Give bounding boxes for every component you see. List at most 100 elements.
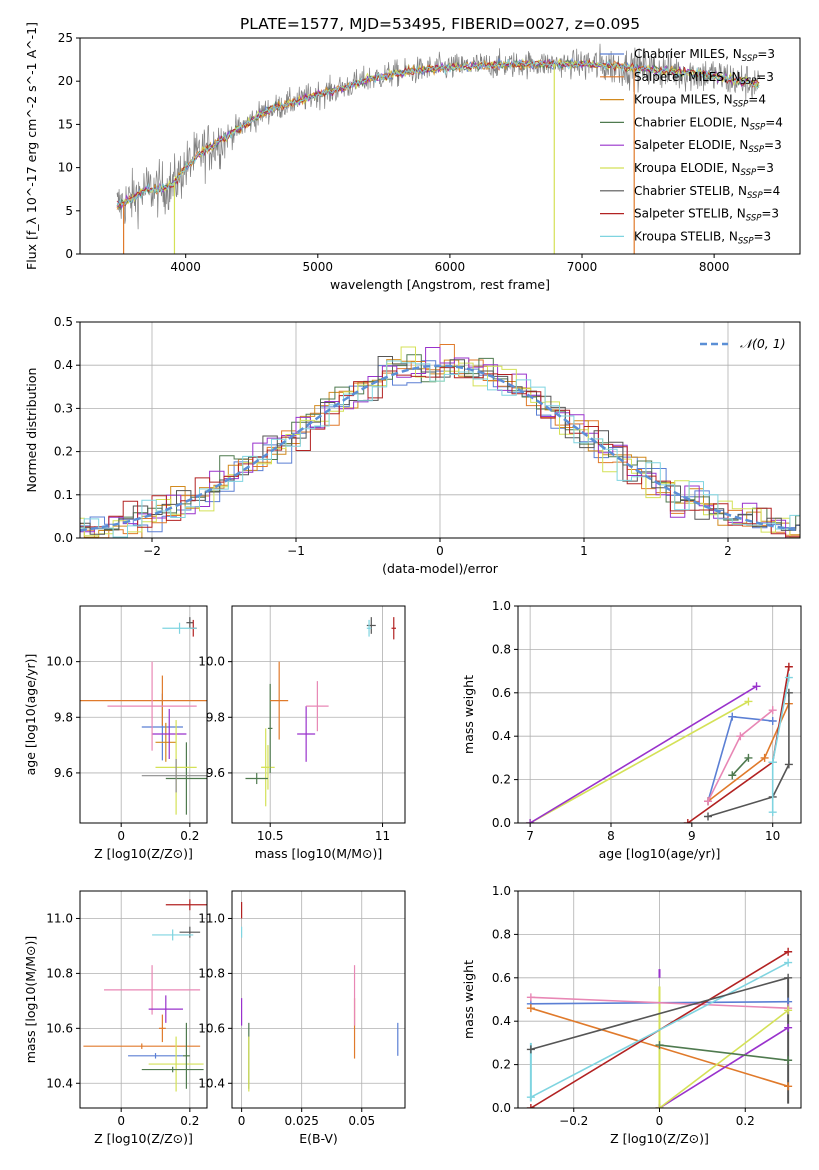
weight-point — [760, 753, 769, 762]
weight-point — [784, 947, 793, 956]
mass-vs-EBV-xtick-label: 0.025 — [285, 1114, 319, 1128]
massweight-vs-age-xtick-label: 10 — [765, 829, 780, 843]
residuals-xtick-label: −1 — [287, 544, 305, 558]
legend-label-gaussian: 𝒩(0, 1) — [740, 336, 786, 351]
massweight-vs-age-axes: 7 8 9 10 0.0 0.2 0.4 0.6 0.8 1.0 age [log10(age/yr… — [461, 599, 802, 861]
spectrum-xlabel: wavelength [Angstrom, rest frame] — [330, 277, 550, 292]
spectrum-xtick-label: 7000 — [567, 260, 598, 274]
weight-point — [784, 1082, 793, 1091]
weight-point — [784, 958, 793, 967]
weight-point — [728, 771, 737, 780]
spectrum-legend: Chabrier MILES, NSSP=3 Salpeter MILES, NS… — [600, 47, 783, 246]
weight-point — [744, 697, 753, 706]
residuals-plot — [80, 344, 800, 538]
weight-line — [659, 1009, 789, 1108]
massweight-vs-Z-plot — [526, 947, 793, 1108]
residuals-ytick-label: 0.2 — [54, 445, 73, 459]
massweight-vs-age-ytick-label: 0.6 — [492, 686, 511, 700]
massweight-vs-Z-xtick-label: −0.2 — [559, 1114, 588, 1128]
spectrum-ytick-label: 5 — [65, 204, 73, 218]
residuals-axes: −2 −1 0 1 2 0.0 0.1 0.2 0.3 0.4 0.5 (data-model)/er… — [24, 315, 801, 576]
weight-point — [526, 1104, 535, 1108]
mass-vs-EBV-xlabel: E(B-V) — [299, 1131, 338, 1146]
age-vs-Z-ylabel: age [log10(age/yr)] — [23, 654, 38, 776]
massweight-vs-age-ytick-label: 0.4 — [492, 729, 511, 743]
massweight-vs-age-ytick-label: 0.8 — [492, 642, 511, 656]
massweight-vs-Z-ytick-label: 0.0 — [492, 1101, 511, 1115]
residual-histogram — [80, 347, 800, 538]
age-vs-Z-xlabel: Z [log10(Z/Z⊙)] — [94, 846, 193, 861]
mass-vs-Z-ylabel: mass [log10(M/M⊙)] — [23, 936, 38, 1064]
weight-line — [659, 1044, 789, 1062]
residuals-xlabel: (data-model)/error — [382, 561, 499, 576]
figure-title: PLATE=1577, MJD=53495, FIBERID=0027, z=0… — [240, 15, 640, 33]
weight-point — [768, 758, 777, 767]
weight-point — [728, 712, 737, 721]
residuals-ytick-label: 0.3 — [54, 401, 73, 415]
spectrum-axes: 4000 5000 6000 7000 8000 0 5 10 15 20 25 wavelength… — [24, 22, 801, 292]
weight-line — [530, 996, 789, 1009]
legend-label: Kroupa ELODIE, NSSP=3 — [634, 161, 774, 178]
age-vs-Z-ytick-label: 9.8 — [54, 710, 73, 724]
mass-vs-Z-ytick-label: 10.6 — [46, 1021, 73, 1035]
weight-point — [784, 1023, 793, 1032]
massweight-vs-age-xlabel: age [log10(age/yr)] — [599, 846, 721, 861]
massweight-vs-age-ylabel: mass weight — [461, 675, 476, 754]
age-vs-Z-xtick-label: 0 — [117, 829, 125, 843]
weight-point — [526, 1004, 535, 1013]
mass-vs-Z-xtick-label: 0.2 — [180, 1114, 199, 1128]
mass-vs-Z-xtick-label: 0 — [117, 1114, 125, 1128]
age-vs-mass-ytick-label: 9.8 — [206, 710, 225, 724]
legend-label: Kroupa MILES, NSSP=4 — [634, 93, 766, 110]
residual-histogram — [80, 360, 800, 538]
weight-line — [731, 757, 749, 776]
massweight-vs-Z-ytick-label: 0.4 — [492, 1014, 511, 1028]
weight-point — [784, 760, 793, 769]
age-vs-mass-ytick-label: 9.6 — [206, 766, 225, 780]
weight-line — [529, 685, 757, 823]
residuals-ytick-label: 0.0 — [54, 531, 73, 545]
massweight-vs-age-plot — [526, 662, 793, 823]
mass-vs-Z-axes: 0 0.2 10.4 10.6 10.8 11.0 Z [log10(Z/Z⊙)] mass … — [23, 890, 208, 1146]
massweight-vs-age-ytick-label: 0.2 — [492, 773, 511, 787]
residual-histogram — [80, 359, 800, 538]
weight-point — [784, 662, 793, 671]
weight-point — [704, 797, 713, 806]
massweight-vs-Z-ylabel: mass weight — [461, 960, 476, 1039]
legend-label: Chabrier MILES, NSSP=3 — [634, 47, 775, 64]
massweight-vs-Z-ytick-label: 1.0 — [492, 884, 511, 898]
residuals-ytick-label: 0.1 — [54, 488, 73, 502]
massweight-vs-age-frame — [517, 605, 802, 824]
massweight-vs-Z-ytick-label: 0.8 — [492, 927, 511, 941]
massweight-vs-age-xtick-label: 7 — [526, 829, 534, 843]
age-vs-mass-frame — [231, 605, 406, 824]
weight-point — [768, 706, 777, 715]
spectrum-ytick-label: 10 — [58, 161, 73, 175]
weight-point — [736, 732, 745, 741]
age-vs-Z-frame — [79, 605, 208, 824]
weight-point — [526, 993, 535, 1002]
massweight-vs-Z-xtick-label: 0 — [656, 1114, 664, 1128]
mass-vs-Z-ytick-label: 11.0 — [46, 911, 73, 925]
weight-point — [526, 1093, 535, 1102]
mass-vs-EBV-xtick-label: 0.05 — [348, 1114, 375, 1128]
spectrum-ytick-label: 15 — [58, 117, 73, 131]
mass-vs-EBV-frame — [231, 890, 406, 1109]
residual-histogram — [80, 360, 800, 533]
residuals-ytick-label: 0.5 — [54, 315, 73, 329]
weight-line — [707, 692, 790, 818]
weight-point — [784, 1006, 793, 1015]
mass-vs-EBV-axes: 0 0.025 0.05 10.4 10.6 10.8 11.0 E(B-V) — [198, 890, 406, 1146]
massweight-vs-age-ytick-label: 0.0 — [492, 816, 511, 830]
weight-point — [768, 808, 777, 817]
massweight-vs-Z-xtick-label: 0.2 — [736, 1114, 755, 1128]
massweight-vs-Z-axes: −0.2 0 0.2 0.0 0.2 0.4 0.6 0.8 1.0 Z [log10(Z/Z⊙)… — [461, 884, 802, 1146]
age-vs-mass-xtick-label: 11 — [375, 829, 390, 843]
legend-label: Salpeter MILES, NSSP=3 — [634, 70, 774, 87]
spectrum-ylabel: Flux [f_λ 10^-17 erg cm^-2 s^-1 A^-1] — [24, 22, 39, 270]
weight-line — [687, 666, 790, 823]
spectrum-xtick-label: 8000 — [699, 260, 730, 274]
legend-label: Kroupa STELIB, NSSP=3 — [634, 229, 771, 246]
mass-vs-Z-ytick-label: 10.8 — [46, 966, 73, 980]
